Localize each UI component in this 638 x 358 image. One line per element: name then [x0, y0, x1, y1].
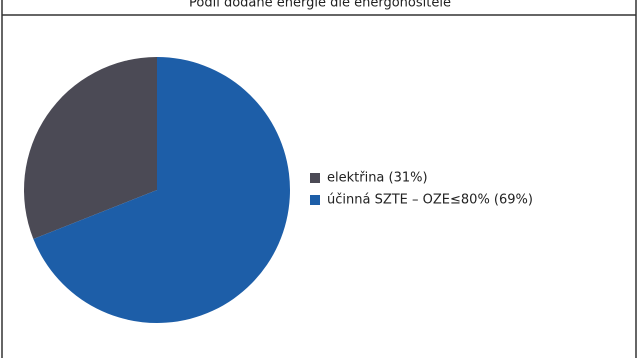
legend-swatch [310, 173, 320, 183]
legend-label: elektřina (31%) [327, 171, 428, 186]
chart-title: Podíl dodané energie dle energonositele [189, 0, 451, 11]
pie-slice [33, 57, 291, 323]
legend-label: účinná SZTE – OZE≤80% (69%) [327, 193, 533, 208]
pie-slice [24, 57, 158, 239]
legend-swatch [310, 195, 320, 205]
